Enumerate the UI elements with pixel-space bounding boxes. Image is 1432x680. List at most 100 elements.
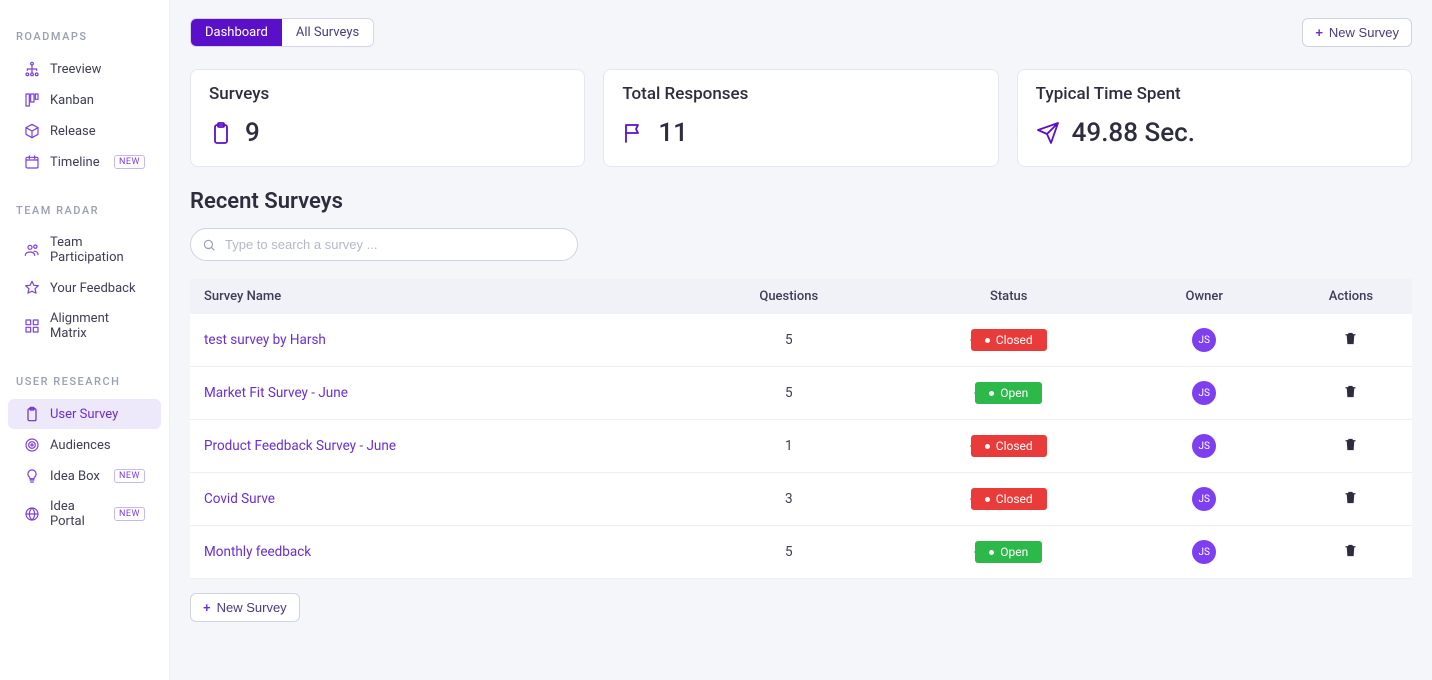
owner-avatar[interactable]: JS bbox=[1192, 328, 1216, 352]
package-icon bbox=[24, 123, 40, 139]
status-text: Closed bbox=[996, 333, 1033, 347]
new-survey-button-top[interactable]: + New Survey bbox=[1302, 18, 1412, 47]
sidebar-item-label: Your Feedback bbox=[50, 281, 136, 296]
cell-questions: 5 bbox=[679, 367, 899, 420]
sidebar-section-title: USER RESEARCH bbox=[0, 367, 169, 398]
bulb-icon bbox=[24, 468, 40, 484]
new-badge: NEW bbox=[114, 507, 145, 521]
survey-link[interactable]: Monthly feedback bbox=[204, 544, 311, 560]
cell-questions: 5 bbox=[679, 314, 899, 367]
table-row: Monthly feedback 5 Open JS bbox=[190, 526, 1412, 579]
col-header-actions: Actions bbox=[1290, 279, 1412, 314]
delete-icon[interactable] bbox=[1343, 384, 1358, 399]
calendar-icon bbox=[24, 154, 40, 170]
sidebar-item-label: Audiences bbox=[50, 438, 111, 453]
sidebar-item-label: Timeline bbox=[50, 155, 100, 170]
recent-surveys-table: Survey Name Questions Status Owner Actio… bbox=[190, 279, 1412, 579]
delete-icon[interactable] bbox=[1343, 331, 1358, 346]
main-content: DashboardAll Surveys + New Survey Survey… bbox=[170, 0, 1432, 680]
users-icon bbox=[24, 242, 40, 258]
cell-questions: 5 bbox=[679, 526, 899, 579]
delete-icon[interactable] bbox=[1343, 490, 1358, 505]
owner-avatar[interactable]: JS bbox=[1192, 487, 1216, 511]
table-row: Covid Surve 3 Closed JS bbox=[190, 473, 1412, 526]
sidebar-item-kanban[interactable]: Kanban bbox=[8, 85, 161, 115]
sidebar-item-alignment-matrix[interactable]: Alignment Matrix bbox=[8, 304, 161, 348]
owner-avatar[interactable]: JS bbox=[1192, 381, 1216, 405]
clipboard-icon bbox=[209, 121, 233, 145]
sidebar-item-label: Idea Portal bbox=[50, 499, 104, 529]
col-header-name: Survey Name bbox=[190, 279, 679, 314]
col-header-status: Status bbox=[899, 279, 1119, 314]
survey-link[interactable]: Product Feedback Survey - June bbox=[204, 438, 396, 454]
survey-link[interactable]: test survey by Harsh bbox=[204, 332, 326, 348]
sidebar-item-label: Release bbox=[50, 124, 96, 139]
sidebar-item-treeview[interactable]: Treeview bbox=[8, 54, 161, 84]
sidebar-item-timeline[interactable]: Timeline NEW bbox=[8, 147, 161, 177]
stat-card-typical-time-spent: Typical Time Spent 49.88 Sec. bbox=[1017, 69, 1412, 167]
stat-title: Total Responses bbox=[622, 84, 979, 104]
cell-questions: 1 bbox=[679, 420, 899, 473]
new-badge: NEW bbox=[114, 155, 145, 169]
new-badge: NEW bbox=[114, 469, 145, 483]
owner-avatar[interactable]: JS bbox=[1192, 434, 1216, 458]
tree-icon bbox=[24, 61, 40, 77]
status-text: Open bbox=[1000, 386, 1028, 400]
sidebar-item-audiences[interactable]: Audiences bbox=[8, 430, 161, 460]
toolbar: DashboardAll Surveys + New Survey bbox=[190, 18, 1412, 47]
target-icon bbox=[24, 437, 40, 453]
plus-icon: + bbox=[203, 600, 211, 615]
table-row: Product Feedback Survey - June 1 Closed JS bbox=[190, 420, 1412, 473]
sidebar-item-your-feedback[interactable]: Your Feedback bbox=[8, 273, 161, 303]
status-text: Closed bbox=[996, 492, 1033, 506]
star-icon bbox=[24, 280, 40, 296]
status-badge-open: Open bbox=[975, 541, 1042, 563]
sidebar-item-idea-box[interactable]: Idea BoxNEW bbox=[8, 461, 161, 491]
status-dot-icon bbox=[985, 338, 990, 343]
sidebar-item-label: Alignment Matrix bbox=[50, 311, 145, 341]
sidebar-item-idea-portal[interactable]: Idea Portal NEW bbox=[8, 492, 161, 536]
sidebar-item-label: Kanban bbox=[50, 93, 94, 108]
table-row: test survey by Harsh 5 Closed JS bbox=[190, 314, 1412, 367]
sidebar-item-label: Team Participation bbox=[50, 235, 145, 265]
status-dot-icon bbox=[989, 391, 994, 396]
status-text: Closed bbox=[996, 439, 1033, 453]
clipboard-icon bbox=[24, 406, 40, 422]
survey-link[interactable]: Market Fit Survey - June bbox=[204, 385, 348, 401]
status-dot-icon bbox=[985, 497, 990, 502]
grid-icon bbox=[24, 318, 40, 334]
delete-icon[interactable] bbox=[1343, 543, 1358, 558]
stat-cards-row: Surveys 9 Total Responses 11 Typical Time Sp… bbox=[190, 69, 1412, 167]
stat-card-total-responses: Total Responses 11 bbox=[603, 69, 998, 167]
sidebar-item-label: User Survey bbox=[50, 407, 118, 422]
sidebar-item-user-survey[interactable]: User Survey bbox=[8, 399, 161, 429]
stat-value: 49.88 Sec. bbox=[1072, 118, 1195, 148]
stat-title: Surveys bbox=[209, 84, 566, 104]
stat-card-surveys: Surveys 9 bbox=[190, 69, 585, 167]
search-icon bbox=[202, 238, 216, 252]
sidebar-item-release[interactable]: Release bbox=[8, 116, 161, 146]
sidebar-item-team-participation[interactable]: Team Participation bbox=[8, 228, 161, 272]
status-badge-closed: Closed bbox=[971, 435, 1047, 457]
delete-icon[interactable] bbox=[1343, 437, 1358, 452]
owner-avatar[interactable]: JS bbox=[1192, 540, 1216, 564]
stat-value: 11 bbox=[658, 118, 688, 148]
tab-all-surveys[interactable]: All Surveys bbox=[282, 19, 373, 46]
new-survey-label-top: New Survey bbox=[1329, 25, 1399, 40]
globe-icon bbox=[24, 506, 40, 522]
survey-link[interactable]: Covid Surve bbox=[204, 491, 275, 507]
cell-questions: 3 bbox=[679, 473, 899, 526]
sidebar: ROADMAPSTreeviewKanbanReleaseTimelineNEW… bbox=[0, 0, 170, 680]
stat-value: 9 bbox=[245, 118, 260, 148]
tab-group: DashboardAll Surveys bbox=[190, 18, 374, 47]
tab-dashboard[interactable]: Dashboard bbox=[191, 19, 282, 46]
sidebar-item-label: Treeview bbox=[50, 62, 101, 77]
recent-surveys-title: Recent Surveys bbox=[190, 189, 1412, 214]
stat-title: Typical Time Spent bbox=[1036, 84, 1393, 104]
new-survey-button-bottom[interactable]: + New Survey bbox=[190, 593, 300, 622]
status-dot-icon bbox=[989, 550, 994, 555]
table-row: Market Fit Survey - June 5 Open JS bbox=[190, 367, 1412, 420]
status-dot-icon bbox=[985, 444, 990, 449]
survey-search-input[interactable] bbox=[190, 228, 578, 261]
plus-icon: + bbox=[1315, 25, 1323, 40]
